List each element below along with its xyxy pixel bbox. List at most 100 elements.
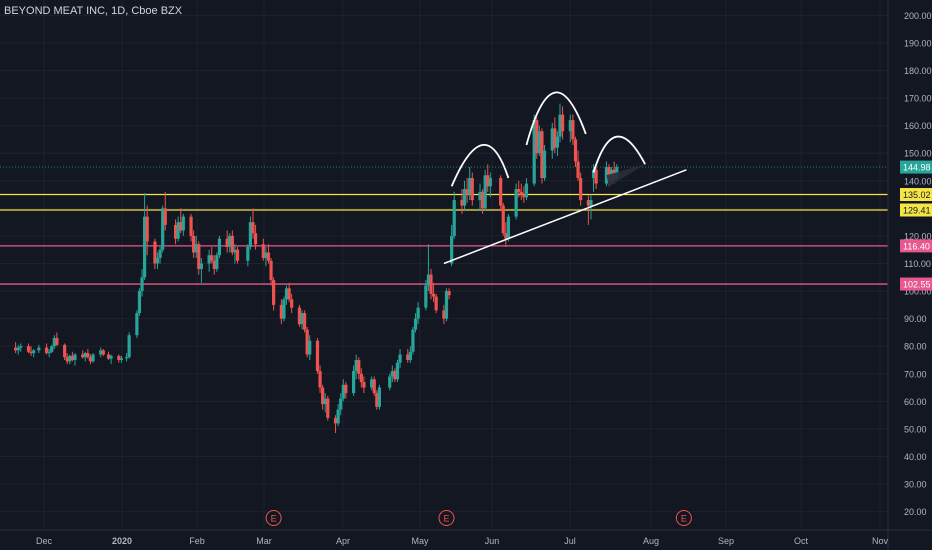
candle-body [398, 354, 402, 363]
horizontal-levels[interactable] [0, 166, 888, 285]
candle-body [197, 244, 201, 270]
price-tick-label: 110.00 [904, 259, 931, 269]
candle-body [63, 344, 67, 358]
candle-body [535, 120, 539, 154]
time-tick-label: Aug [643, 536, 659, 546]
candle-body [246, 246, 250, 261]
candle-body [155, 257, 160, 264]
candle-body [429, 274, 433, 294]
candle-body [431, 293, 436, 297]
candle-body [413, 318, 418, 330]
earnings-icon[interactable] [438, 510, 455, 526]
candle-body [483, 175, 487, 209]
candle-body [106, 354, 111, 359]
candle-body [176, 222, 180, 239]
candle-body [336, 409, 340, 424]
candle-body [375, 393, 379, 407]
candle-body [253, 233, 258, 245]
candle-body [52, 337, 56, 347]
candle-body [447, 291, 451, 296]
price-tag-label: 129.41 [903, 205, 931, 215]
candle-body [460, 200, 464, 206]
price-tick-label: 60.00 [904, 397, 927, 407]
candle-body [499, 178, 503, 206]
candle-body [470, 178, 474, 201]
candle-body [16, 347, 20, 351]
time-axis[interactable]: Dec 2020 Feb Mar Apr May Jun Jul Aug Sep Oct Nov [0, 529, 932, 546]
candle-body [323, 398, 327, 405]
earnings-icon[interactable] [265, 510, 282, 526]
candle-body [362, 382, 366, 388]
pattern-drawings[interactable] [443, 91, 687, 265]
candle-body [416, 307, 420, 319]
candle-body [542, 150, 547, 179]
candle-body [88, 357, 93, 362]
time-tick-label: 2020 [112, 536, 132, 546]
candle-body [99, 350, 103, 355]
candle-body [287, 288, 291, 300]
candle-body [370, 379, 374, 388]
candle-body [158, 249, 162, 258]
candle-body [192, 235, 196, 253]
projection-triangle[interactable] [606, 164, 646, 187]
price-tick-label: 70.00 [904, 369, 927, 379]
candle-body [269, 260, 273, 281]
candle-body [352, 371, 356, 394]
candle-body [553, 128, 557, 148]
candle-body [594, 169, 598, 184]
candle-body [91, 354, 95, 362]
price-tick-label: 20.00 [904, 507, 927, 517]
candle-body [140, 277, 144, 292]
price-tick-label: 80.00 [904, 342, 927, 352]
candle-body [321, 387, 325, 405]
price-tag-label: 135.02 [903, 190, 931, 200]
candle-body [199, 263, 203, 270]
earnings-icon[interactable] [675, 510, 692, 526]
price-tick-label: 140.00 [904, 176, 932, 186]
candle-body [519, 191, 523, 195]
candle-body [579, 178, 583, 201]
price-tag-bg [900, 160, 932, 174]
candle-body [341, 384, 345, 399]
candle-body [478, 191, 482, 201]
pattern-arc[interactable] [592, 135, 646, 173]
candle-body [395, 362, 400, 380]
candle-body [504, 233, 508, 239]
candle-body [315, 340, 320, 372]
price-tick-label: 100.00 [904, 287, 932, 297]
time-tick-label: Mar [256, 536, 272, 546]
candle-body [210, 255, 214, 261]
time-tick-label: Jun [485, 536, 500, 546]
candle-body [450, 235, 454, 264]
candle-body [161, 208, 165, 250]
price-tick-label: 200.00 [904, 11, 932, 21]
candle-body [393, 371, 397, 380]
candle-body [424, 285, 428, 308]
pattern-arc[interactable] [450, 144, 510, 187]
pattern-arc[interactable] [525, 91, 587, 146]
candle-body [194, 244, 198, 253]
candle-body [372, 379, 376, 394]
trend-line[interactable] [443, 169, 687, 265]
candle-body [264, 252, 268, 258]
candle-body [55, 337, 59, 345]
candle-body [532, 120, 536, 184]
candle-body [488, 178, 492, 187]
price-tag-bg [900, 188, 932, 202]
candles [14, 103, 619, 434]
candle-body [47, 351, 51, 354]
candle-body [251, 222, 255, 234]
candle-body [524, 183, 529, 198]
price-tag-bg [900, 203, 932, 217]
candle-body [486, 175, 490, 187]
candle-body [586, 200, 590, 206]
candle-body [501, 205, 505, 234]
earnings-label: E [681, 514, 687, 524]
candle-body [388, 376, 392, 388]
candle-body [119, 358, 123, 361]
candle-body [32, 350, 36, 354]
candle-body [179, 222, 183, 231]
